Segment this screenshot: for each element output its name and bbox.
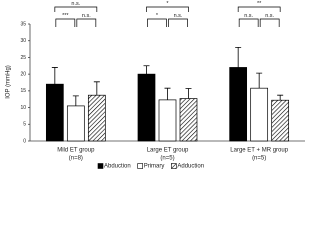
significance-left [55,18,76,27]
significance-right-label: n.s. [265,13,274,19]
error-bar [277,94,284,101]
significance-right [259,18,280,27]
x-tick-sublabel: (n=5) [252,156,266,162]
significance-right-label: n.s. [174,13,183,19]
legend-swatch [171,163,177,169]
error-bar [256,72,263,89]
error-bar [72,95,79,106]
bar [179,98,198,142]
significance-left [147,18,167,27]
significance-right [76,18,97,27]
y-tick-label: 10 [20,105,26,111]
bar [250,87,269,142]
x-tick-label: Mild ET group [57,148,95,154]
error-bar [164,87,171,100]
x-tick-sublabel: (n=8) [69,156,83,162]
y-tick-label: 0 [23,138,26,144]
significance-right [168,18,188,27]
y-tick-label: 30 [20,38,26,44]
y-tick-label: 5 [23,122,26,128]
legend-label: Abduction [104,164,131,170]
significance-left-label: n.s. [244,13,253,19]
x-tick-label: Large ET + MR group [230,148,288,154]
significance-outer [237,6,281,12]
x-tick-sublabel: (n=5) [160,156,174,162]
legend-swatch [137,163,143,169]
significance-outer-label: * [166,1,169,7]
significance-right-label: n.s. [82,13,91,19]
error-bar [51,67,58,85]
y-tick-label: 20 [20,71,26,77]
error-bar [93,81,100,96]
bar [66,105,85,142]
legend-label: Adduction [177,164,204,170]
significance-outer-label: ** [257,1,262,7]
bar [87,94,106,142]
y-tick-label: 15 [20,88,26,94]
error-bar [185,88,192,99]
significance-outer [54,6,98,12]
chart: IOP (mmHg) 0 5 10 15 20 25 30 35 Mild ET group (n… [6,1,305,170]
error-bar [235,47,242,68]
legend-swatch [97,163,104,169]
bar [158,99,177,142]
significance-left-label: * [156,13,159,19]
significance-outer [146,6,189,12]
legend-label: Primary [144,164,165,170]
x-tick-label: Large ET group [147,148,189,154]
y-tick-label: 35 [20,21,26,27]
y-tick-label: 25 [20,55,26,61]
y-axis-label: IOP (mmHg) [6,65,12,99]
significance-left-label: *** [62,13,69,19]
bar [45,83,64,142]
bar [229,67,248,142]
significance-outer-label: n.s. [71,1,80,7]
bar [137,73,156,142]
error-bar [143,65,150,75]
significance-left [238,18,259,27]
bar [271,99,290,142]
